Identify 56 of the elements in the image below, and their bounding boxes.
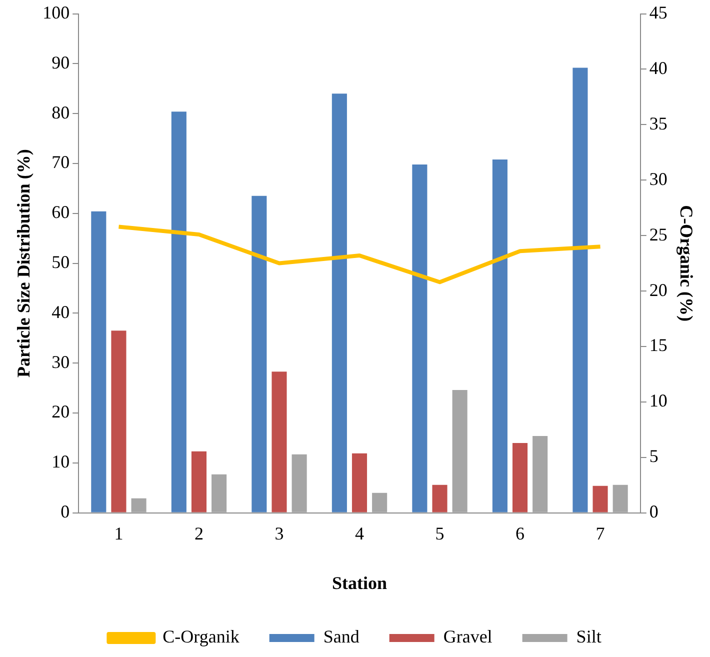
bar	[91, 211, 106, 512]
bar	[332, 94, 347, 512]
bar	[572, 68, 588, 512]
y-tick-label: 80	[52, 102, 70, 122]
legend-label: Silt	[576, 626, 602, 647]
y-tick-label: 20	[52, 402, 70, 422]
bar	[432, 484, 448, 512]
y2-tick-label: 15	[649, 335, 668, 356]
bar	[592, 486, 608, 512]
x-tick-label: 7	[596, 523, 605, 544]
bar	[372, 492, 388, 512]
y-tick-label: 50	[52, 252, 70, 272]
bar	[352, 453, 368, 512]
bar	[252, 196, 267, 512]
bar	[111, 330, 126, 512]
legend-label: C-Organik	[162, 626, 240, 647]
y-tick-label: 60	[52, 202, 70, 222]
y-tick-label: 30	[52, 352, 70, 372]
y2-tick-label: 40	[649, 58, 668, 78]
bar	[512, 442, 528, 512]
bar	[292, 454, 307, 512]
legend-label: Gravel	[443, 626, 492, 647]
x-tick-label: 5	[435, 523, 444, 544]
y2-tick-label: 45	[649, 2, 668, 23]
bar	[191, 451, 207, 512]
y2-tick-label: 35	[649, 113, 668, 134]
y-tick-label: 40	[52, 302, 70, 322]
y-tick-label: 0	[60, 502, 70, 522]
x-tick-label: 4	[355, 523, 364, 544]
bar	[532, 436, 548, 512]
x-tick-label: 1	[114, 523, 124, 544]
y2-tick-label: 0	[649, 502, 658, 522]
y2-tick-label: 5	[649, 446, 658, 466]
bar	[272, 372, 287, 512]
x-tick-label: 6	[516, 523, 525, 544]
bar	[452, 390, 468, 512]
y-tick-label: 90	[52, 52, 70, 72]
legend-label: Sand	[323, 626, 360, 647]
y2-tick-label: 10	[649, 390, 668, 411]
x-axis-title: Station	[332, 572, 388, 593]
bar	[412, 164, 428, 512]
bar	[612, 484, 628, 512]
x-tick-label: 3	[274, 523, 284, 544]
bar	[131, 498, 146, 512]
y-tick-label: 100	[42, 2, 70, 23]
bar	[171, 112, 186, 512]
y2-tick-label: 30	[649, 168, 668, 189]
y-tick-label: 10	[52, 452, 70, 472]
y2-tick-label: 20	[649, 280, 668, 300]
y2-tick-label: 25	[649, 224, 668, 244]
y2-axis-title: C-Organic (%)	[676, 205, 697, 322]
x-tick-label: 2	[194, 523, 204, 544]
y-axis-title: Particle Size Distribution (%)	[13, 149, 34, 378]
y-tick-label: 70	[52, 152, 70, 172]
bar	[212, 474, 227, 512]
bar	[492, 160, 508, 512]
